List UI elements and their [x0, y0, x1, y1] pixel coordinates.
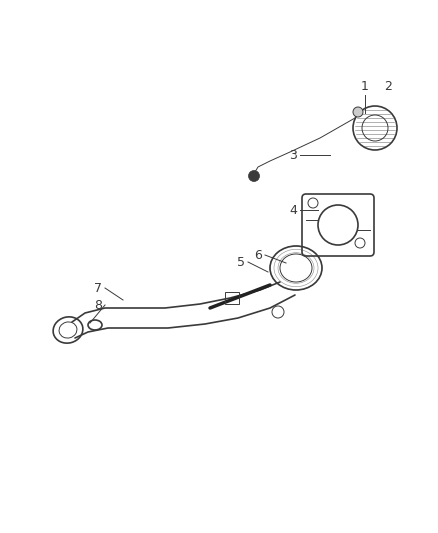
Text: 2: 2 [383, 80, 391, 93]
Text: 5: 5 [237, 255, 244, 269]
Text: 1: 1 [360, 80, 368, 93]
Text: 6: 6 [254, 248, 261, 262]
Text: 8: 8 [94, 298, 102, 311]
Circle shape [248, 171, 259, 182]
Circle shape [352, 107, 362, 117]
Text: 7: 7 [94, 281, 102, 295]
Text: 3: 3 [289, 149, 297, 161]
Text: 4: 4 [289, 204, 297, 216]
